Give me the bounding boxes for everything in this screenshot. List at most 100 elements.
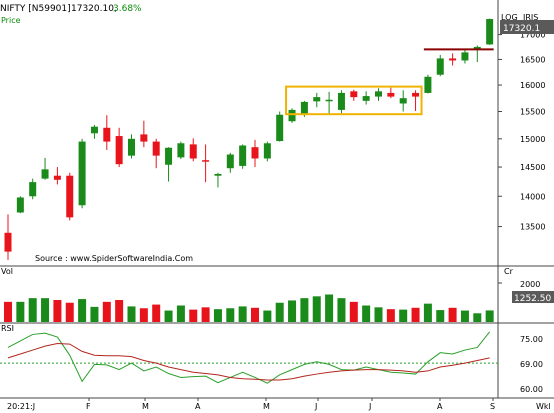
candle-body	[486, 19, 494, 45]
x-tick-label: F	[86, 402, 91, 411]
volume-bar	[164, 310, 173, 322]
volume-bar	[460, 310, 469, 322]
volume-unit-label: Cr	[504, 267, 514, 276]
price-panel-label: Price	[1, 16, 21, 25]
volume-bar	[362, 305, 371, 322]
volume-bar	[16, 301, 25, 322]
candle-body	[4, 232, 12, 252]
candle-body	[424, 76, 432, 93]
candle-body	[399, 98, 407, 104]
volume-tick-label: 2000	[520, 280, 540, 289]
volume-bar	[65, 302, 74, 322]
x-tick-label: J	[368, 402, 371, 411]
price-tick-label: 15000	[520, 135, 545, 144]
price-tick-label: 16000	[520, 81, 545, 90]
x-tick-label: M	[142, 402, 149, 411]
volume-bar	[423, 303, 432, 322]
volume-bar	[448, 307, 457, 322]
volume-bar	[139, 308, 148, 322]
candle-body	[239, 145, 247, 166]
volume-bar	[28, 298, 37, 322]
candle-body	[103, 127, 111, 142]
rsi-tick-60: 60.00	[520, 385, 543, 394]
volume-bar	[263, 310, 272, 322]
x-tick-label: M	[263, 402, 270, 411]
last-price-label: 17320.10,	[71, 4, 117, 14]
candle-body	[288, 109, 296, 122]
volume-last-tag	[512, 291, 554, 303]
volume-bar	[251, 307, 259, 322]
volume-bar	[473, 313, 482, 322]
candle-body	[226, 154, 234, 169]
rsi-average-line	[7, 343, 490, 381]
volume-bar	[189, 309, 198, 322]
candle-body	[412, 92, 420, 97]
volume-bar	[90, 306, 99, 322]
x-axis-end-label: Wkl	[536, 402, 551, 411]
price-tick-label: 13500	[520, 223, 545, 232]
price-tick-label: 15500	[520, 108, 545, 117]
candle-body	[115, 136, 123, 165]
candle-body	[165, 147, 173, 165]
scale-mode-label: LOG	[501, 13, 518, 22]
rsi-tick-69: 69.00	[520, 360, 543, 369]
price-tick-label: 14500	[520, 163, 545, 172]
candle-body	[375, 91, 382, 97]
volume-bar	[312, 296, 321, 322]
volume-bar	[275, 302, 284, 322]
candle-body	[263, 143, 271, 159]
x-axis-start-label: 20:21:J	[7, 402, 35, 411]
last-price-tag-text: 17320.1	[503, 24, 540, 34]
consolidation-box	[285, 85, 423, 116]
price-annotations	[285, 48, 494, 116]
candle-body	[202, 160, 210, 162]
rsi-panel-label: RSI	[1, 324, 14, 333]
volume-bar	[152, 304, 161, 322]
candle-body	[177, 143, 185, 158]
candle-body	[251, 147, 259, 159]
volume-bar	[41, 298, 50, 322]
volume-bar	[238, 306, 247, 322]
candle-body	[214, 173, 222, 176]
volume-bars	[4, 294, 494, 322]
candle-body	[189, 144, 197, 159]
price-tick-label: 14000	[520, 192, 545, 201]
volume-bar	[399, 309, 408, 322]
volume-bar	[102, 301, 111, 322]
volume-bar	[411, 307, 420, 322]
price-tick-label: 17000	[520, 31, 545, 40]
volume-last-tag-text: 1252.50	[514, 294, 551, 304]
x-tick-label: S	[490, 402, 495, 411]
x-tick-label: A	[195, 402, 201, 411]
candle-body	[41, 169, 49, 179]
candle-body	[128, 138, 135, 156]
source-credit: Source : www.SpiderSoftwareIndia.Com	[35, 254, 193, 263]
last-price-tag	[500, 20, 554, 34]
rsi-tick-75: 75.00	[520, 335, 543, 344]
volume-bar	[436, 310, 445, 322]
symbol-label: NIFTY [N59901]	[0, 4, 71, 14]
candle-body	[387, 92, 395, 97]
candle-body	[461, 52, 469, 61]
candle-body	[140, 134, 148, 142]
volume-bar	[78, 299, 87, 322]
volume-bar	[201, 307, 210, 322]
volume-bar	[485, 310, 494, 322]
candle-body	[152, 141, 160, 156]
volume-bar	[226, 308, 235, 322]
candle-body	[66, 175, 74, 218]
volume-bar	[115, 300, 124, 322]
volume-bar	[349, 301, 358, 322]
candle-body	[78, 141, 86, 206]
candle-body	[90, 126, 98, 134]
volume-bar	[213, 309, 222, 322]
candle-body	[436, 58, 444, 75]
candle-body	[350, 91, 358, 98]
candle-body	[337, 92, 345, 110]
volume-panel-label: Vol	[1, 267, 13, 276]
price-axis: 13500 14000 14500 15000 15500 16000 16500 17000	[498, 31, 545, 232]
volume-bar	[300, 298, 309, 322]
candle-body	[29, 182, 37, 197]
